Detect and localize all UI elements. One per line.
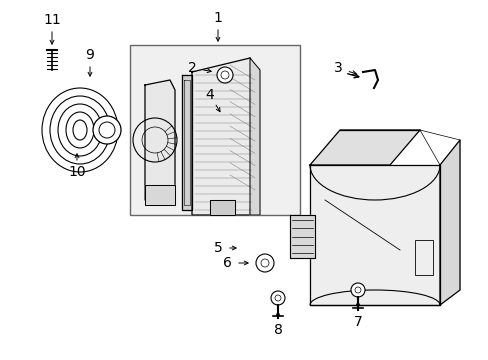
Polygon shape: [145, 80, 175, 205]
Text: 11: 11: [43, 13, 61, 27]
Circle shape: [217, 67, 232, 83]
Text: 3: 3: [333, 61, 342, 75]
Circle shape: [256, 254, 273, 272]
Polygon shape: [182, 75, 192, 210]
Polygon shape: [309, 130, 419, 165]
Text: 9: 9: [85, 48, 94, 62]
Polygon shape: [192, 58, 258, 215]
Text: 6: 6: [222, 256, 231, 270]
Text: 1: 1: [213, 11, 222, 25]
Text: 5: 5: [213, 241, 222, 255]
Polygon shape: [309, 165, 439, 305]
Text: 7: 7: [353, 315, 362, 329]
Text: 2: 2: [187, 61, 196, 75]
Polygon shape: [209, 200, 235, 215]
Bar: [130, 45, 299, 215]
Text: 10: 10: [68, 165, 85, 179]
Bar: [414, 240, 432, 275]
Circle shape: [93, 116, 121, 144]
Text: 8: 8: [273, 323, 282, 337]
Polygon shape: [249, 58, 260, 215]
Circle shape: [350, 283, 364, 297]
Polygon shape: [145, 185, 175, 205]
Circle shape: [270, 291, 285, 305]
Polygon shape: [289, 215, 314, 258]
Text: 4: 4: [205, 88, 214, 102]
Polygon shape: [439, 140, 459, 305]
